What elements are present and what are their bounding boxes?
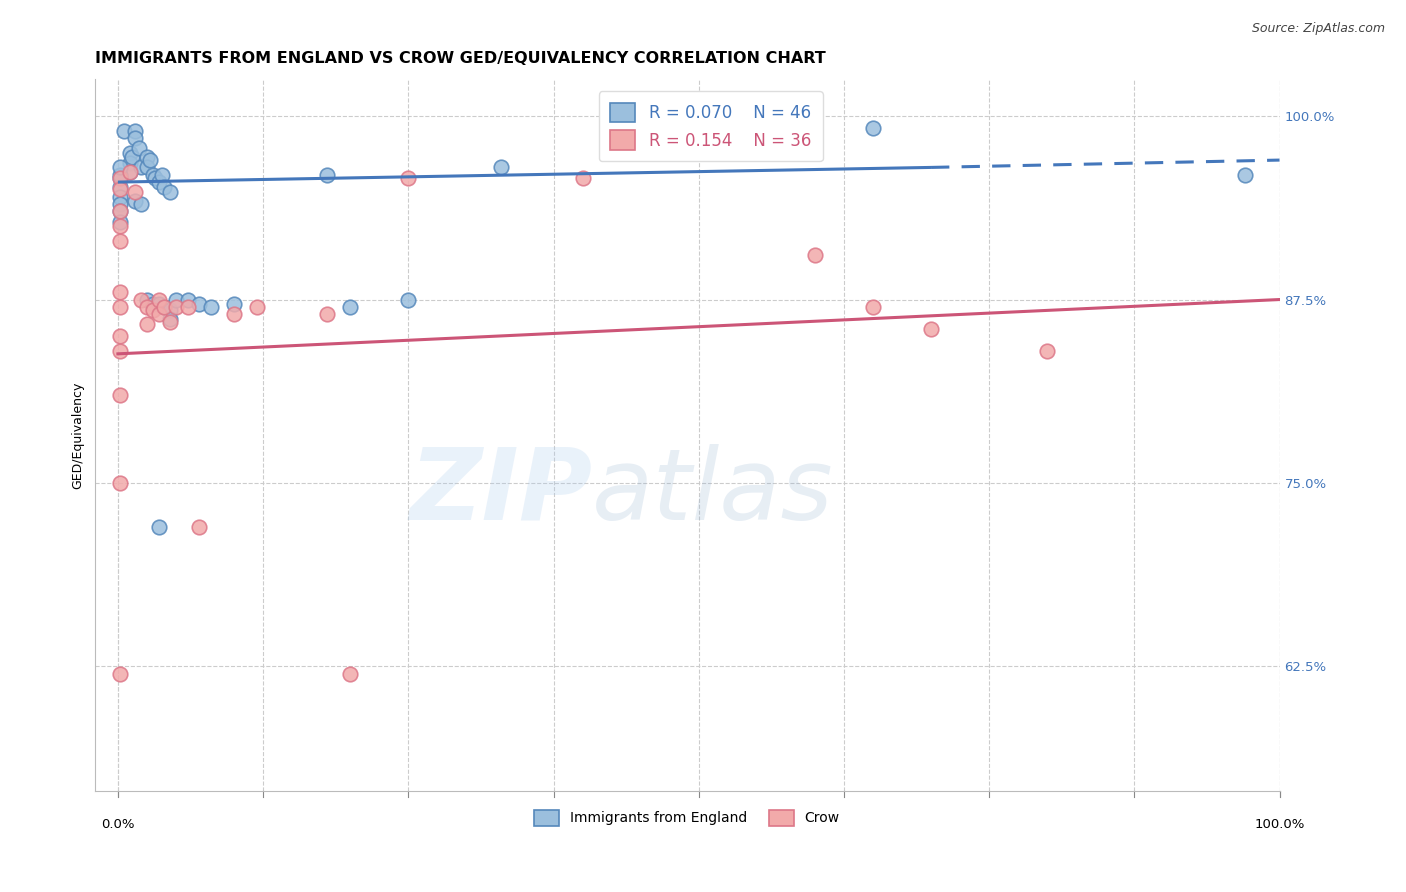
- Point: [118, 156, 141, 170]
- Point: [121, 150, 143, 164]
- Point: [108, 197, 131, 211]
- Text: 0.0%: 0.0%: [101, 818, 135, 830]
- Point: [159, 314, 181, 328]
- Point: [862, 120, 884, 135]
- Point: [136, 161, 159, 175]
- Point: [200, 300, 222, 314]
- Y-axis label: GED/Equivalency: GED/Equivalency: [72, 382, 84, 489]
- Point: [148, 175, 170, 189]
- Point: [136, 150, 159, 164]
- Point: [108, 329, 131, 343]
- Point: [139, 153, 162, 167]
- Point: [108, 666, 131, 681]
- Point: [862, 300, 884, 314]
- Point: [108, 300, 131, 314]
- Point: [222, 297, 245, 311]
- Point: [136, 300, 159, 314]
- Point: [118, 165, 141, 179]
- Point: [246, 300, 269, 314]
- Point: [118, 145, 141, 160]
- Point: [108, 179, 131, 194]
- Point: [142, 297, 165, 311]
- Point: [129, 161, 152, 175]
- Point: [148, 297, 170, 311]
- Point: [136, 318, 159, 332]
- Point: [143, 170, 166, 185]
- Point: [316, 168, 339, 182]
- Point: [153, 179, 176, 194]
- Legend: Immigrants from England, Crow: Immigrants from England, Crow: [526, 801, 848, 834]
- Point: [108, 219, 131, 234]
- Text: 100.0%: 100.0%: [1254, 818, 1305, 830]
- Point: [112, 124, 135, 138]
- Point: [150, 168, 173, 182]
- Point: [108, 343, 131, 358]
- Point: [124, 131, 146, 145]
- Point: [489, 161, 512, 175]
- Point: [118, 165, 141, 179]
- Point: [159, 186, 181, 200]
- Point: [142, 168, 165, 182]
- Point: [165, 293, 187, 307]
- Point: [124, 194, 146, 209]
- Point: [108, 204, 131, 219]
- Point: [153, 300, 176, 314]
- Point: [128, 141, 150, 155]
- Point: [159, 302, 181, 317]
- Point: [108, 170, 131, 185]
- Point: [1036, 343, 1059, 358]
- Point: [165, 300, 187, 314]
- Point: [108, 182, 131, 196]
- Text: ZIP: ZIP: [409, 443, 592, 541]
- Point: [316, 307, 339, 321]
- Point: [124, 124, 146, 138]
- Point: [108, 234, 131, 248]
- Point: [1233, 168, 1256, 182]
- Point: [571, 170, 593, 185]
- Point: [176, 300, 198, 314]
- Point: [108, 170, 131, 185]
- Point: [222, 307, 245, 321]
- Point: [339, 300, 361, 314]
- Point: [108, 190, 131, 204]
- Point: [148, 307, 170, 321]
- Point: [148, 293, 170, 307]
- Point: [142, 302, 165, 317]
- Point: [920, 322, 942, 336]
- Point: [396, 170, 419, 185]
- Point: [108, 475, 131, 490]
- Text: Source: ZipAtlas.com: Source: ZipAtlas.com: [1251, 22, 1385, 36]
- Point: [108, 215, 131, 229]
- Point: [136, 293, 159, 307]
- Point: [396, 293, 419, 307]
- Text: atlas: atlas: [592, 443, 834, 541]
- Point: [188, 520, 211, 534]
- Point: [129, 293, 152, 307]
- Point: [129, 197, 152, 211]
- Point: [108, 161, 131, 175]
- Text: IMMIGRANTS FROM ENGLAND VS CROW GED/EQUIVALENCY CORRELATION CHART: IMMIGRANTS FROM ENGLAND VS CROW GED/EQUI…: [94, 51, 825, 66]
- Point: [108, 204, 131, 219]
- Point: [159, 311, 181, 326]
- Point: [339, 666, 361, 681]
- Point: [108, 388, 131, 402]
- Point: [153, 300, 176, 314]
- Point: [108, 168, 131, 182]
- Point: [124, 186, 146, 200]
- Point: [804, 248, 827, 262]
- Point: [188, 297, 211, 311]
- Point: [176, 293, 198, 307]
- Point: [108, 285, 131, 300]
- Point: [148, 520, 170, 534]
